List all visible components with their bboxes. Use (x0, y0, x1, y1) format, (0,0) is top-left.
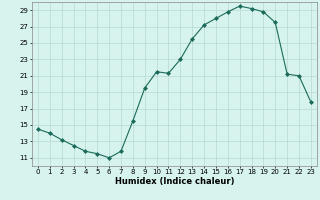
X-axis label: Humidex (Indice chaleur): Humidex (Indice chaleur) (115, 177, 234, 186)
